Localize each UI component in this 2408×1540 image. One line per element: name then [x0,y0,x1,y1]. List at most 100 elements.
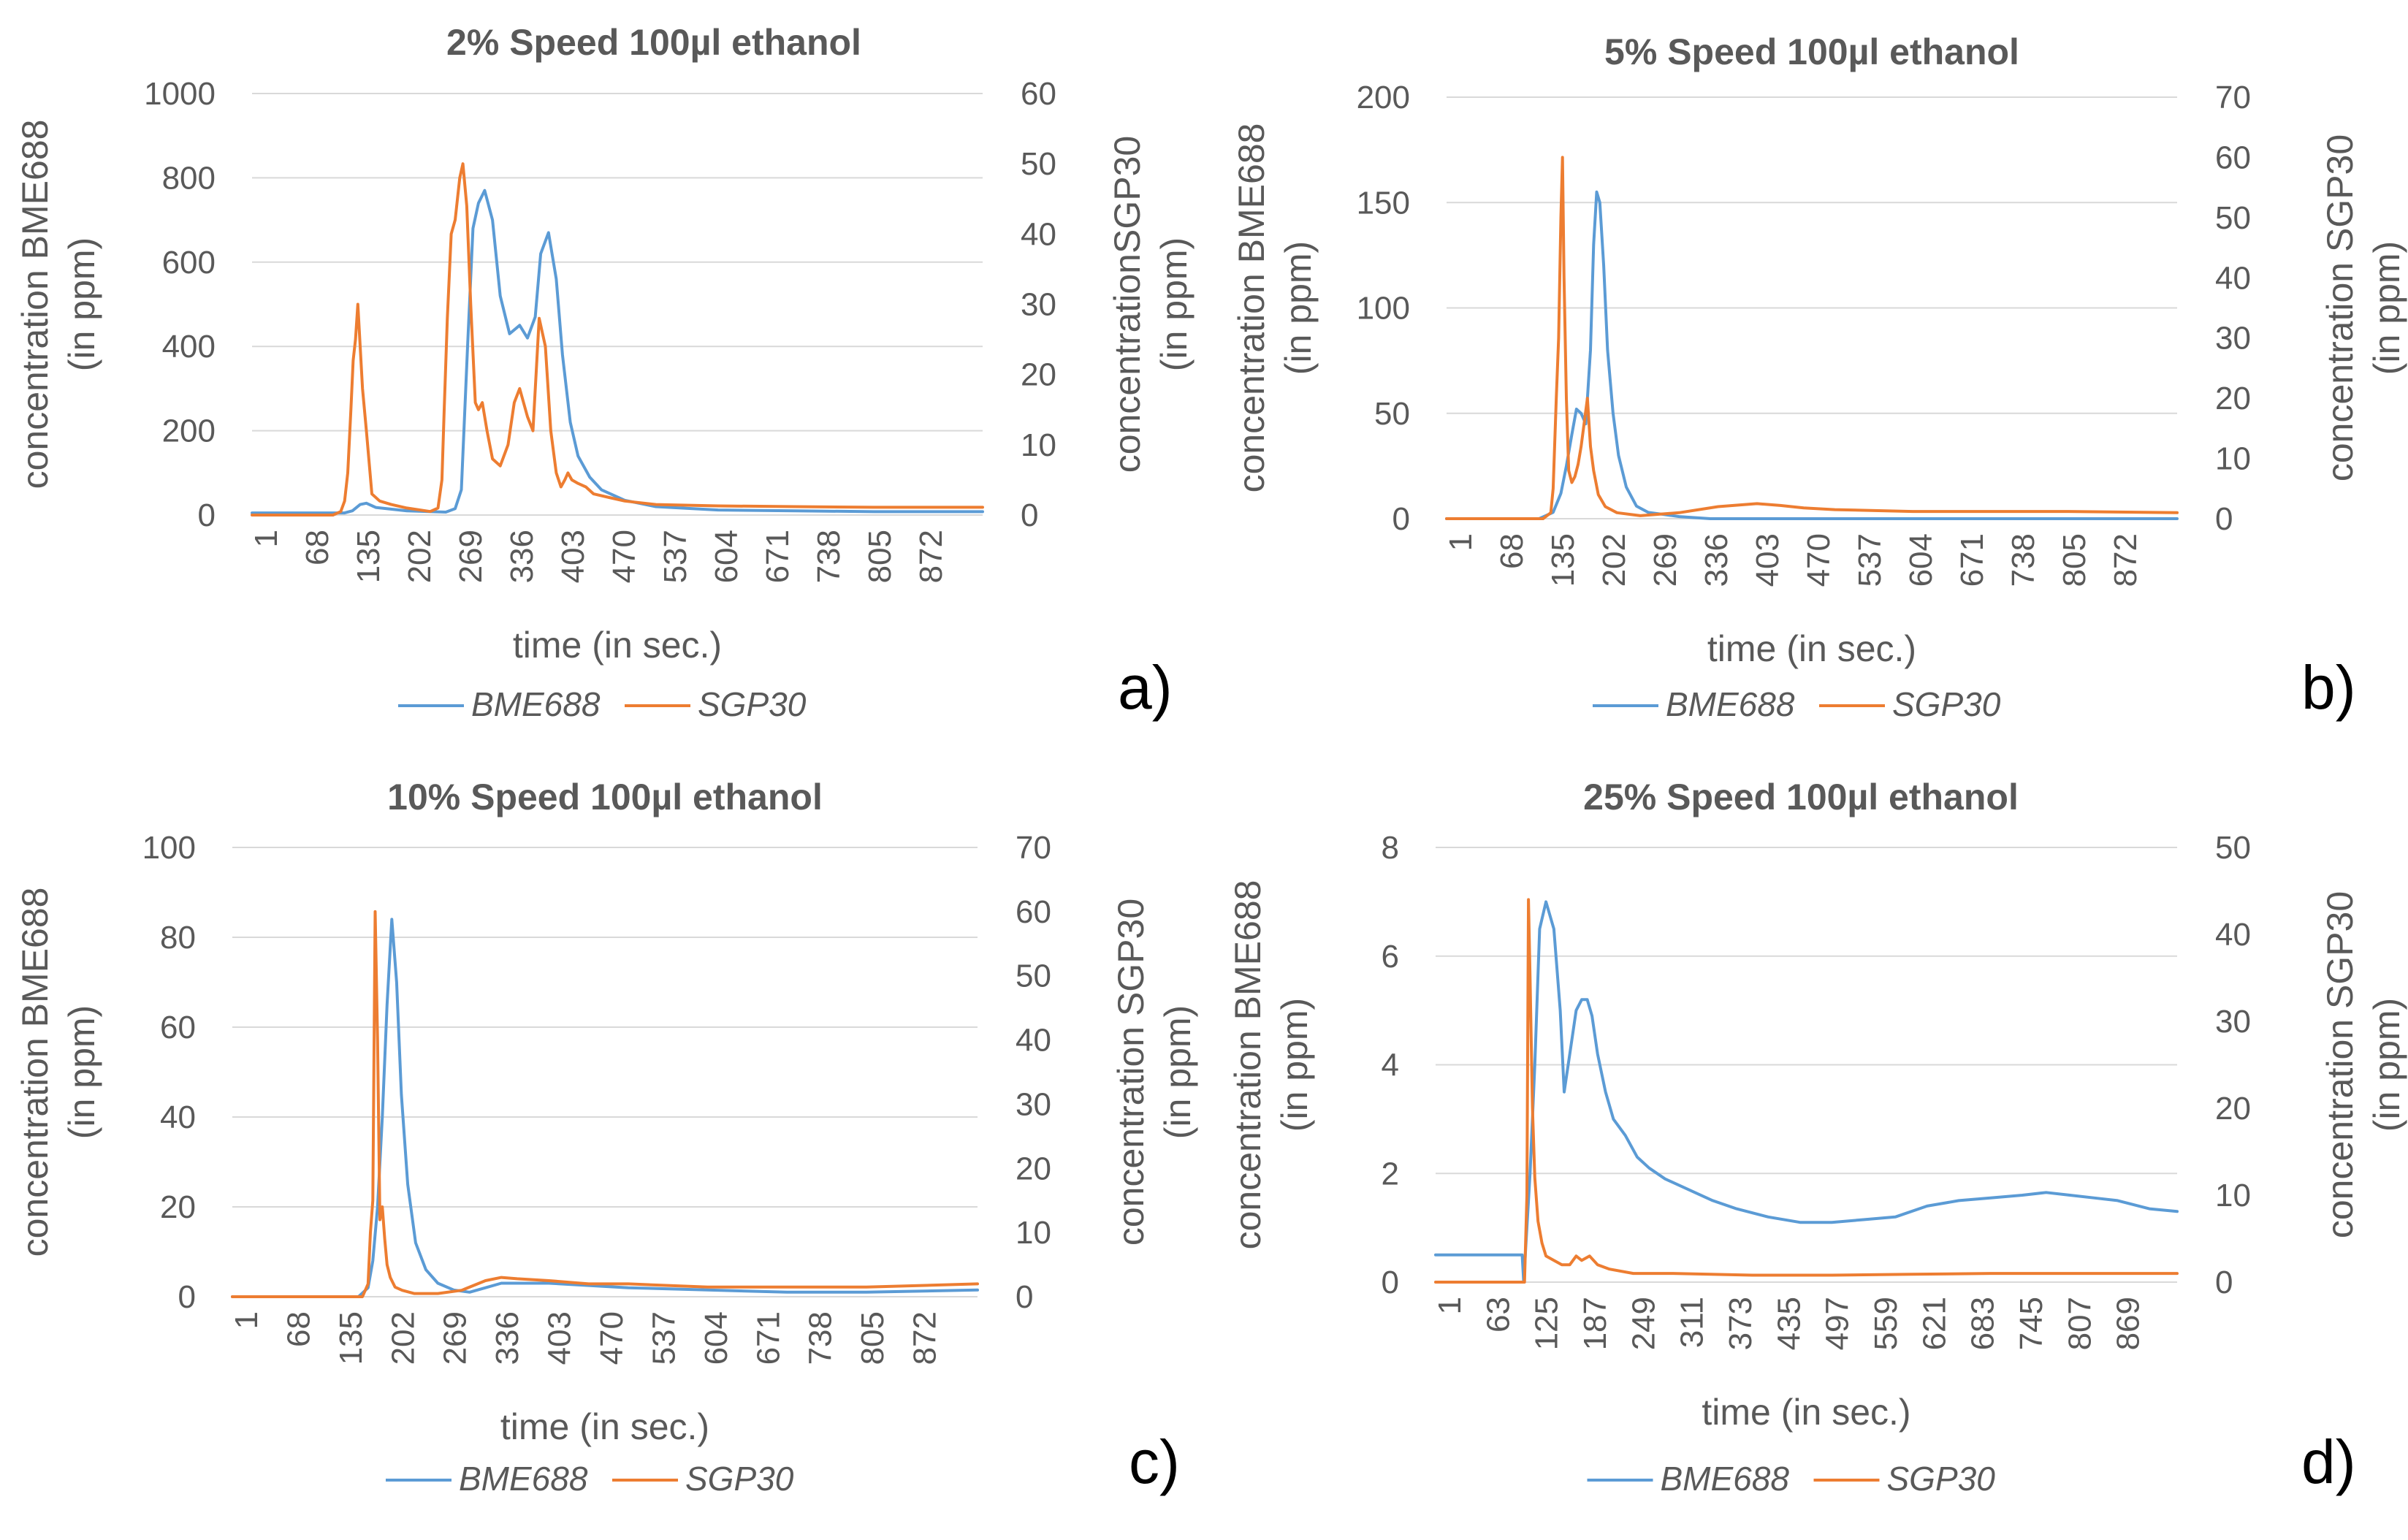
y-right-axis-label-line: concentration SGP30 [2320,134,2361,481]
legend-label-bme688: BME688 [1666,685,1795,723]
y-right-tick-label: 30 [1021,287,1056,323]
y-right-tick-label: 20 [2215,381,2251,416]
y-right-tick-label: 10 [1016,1215,1051,1251]
y-right-tick-label: 40 [2215,260,2251,296]
y-right-axis-label-line: (in ppm) [2366,241,2407,375]
x-axis-label: time (in sec.) [1707,628,1916,669]
x-tick-label: 68 [300,530,335,565]
x-tick-label: 269 [438,1311,473,1365]
legend-label-sgp30: SGP30 [685,1460,794,1498]
x-tick-label: 869 [2111,1297,2146,1350]
x-tick-label: 336 [1699,533,1734,587]
y-right-axis-label-line: concentrationSGP30 [1107,136,1148,473]
series-line-bme688 [1434,900,2179,1284]
y-left-axis-label-line: concentration BME688 [1231,123,1272,493]
x-tick-label: 470 [594,1311,630,1365]
y-right-axis-label: concentration SGP30 (in ppm) [2320,134,2407,481]
y-right-tick-label: 50 [2215,200,2251,236]
y-right-tick-label: 40 [1021,216,1056,252]
panel-label: b) [2301,653,2356,722]
y-right-tick-label: 10 [2215,441,2251,477]
y-right-tick-label: 0 [2215,501,2233,537]
y-right-tick-label: 0 [2215,1265,2233,1300]
x-tick-label: 470 [1801,533,1837,587]
x-axis-label: time (in sec.) [513,625,722,666]
y-left-axis-label-line: concentration BME688 [15,120,56,489]
x-tick-label: 671 [1954,533,1990,587]
x-tick-label: 249 [1626,1297,1661,1350]
x-tick-label: 1 [229,1311,264,1329]
x-axis-label: time (in sec.) [500,1406,709,1447]
y-left-tick-label: 600 [162,245,216,281]
y-left-tick-label: 800 [162,160,216,196]
y-right-tick-label: 40 [1016,1023,1051,1059]
series-line-bme688 [231,918,979,1298]
chart-panel-3: 10% Speed 100µl ethanol 0 20 40 60 80 100 0 10 20… [15,777,1198,1498]
x-tick-label: 671 [750,1311,786,1365]
panel-label: d) [2301,1427,2356,1496]
panel-label: a) [1118,653,1173,722]
series-line-sgp30 [231,910,979,1298]
x-tick-label: 872 [2108,533,2144,587]
x-tick-label: 336 [504,530,540,583]
x-tick-label: 604 [698,1311,734,1365]
x-tick-label: 269 [453,530,489,583]
x-tick-label: 135 [351,530,386,583]
y-right-tick-label: 50 [1021,146,1056,182]
x-tick-label: 470 [606,530,642,583]
x-tick-label: 202 [1596,533,1632,587]
y-left-tick-label: 100 [1357,291,1410,327]
x-tick-label: 497 [1820,1297,1856,1350]
y-left-tick-label: 0 [198,498,216,533]
y-right-tick-label: 30 [2215,1004,2251,1040]
x-tick-label: 537 [1852,533,1888,587]
panel-label: c) [1129,1427,1180,1496]
legend-label-sgp30: SGP30 [1887,1460,1996,1498]
x-tick-label: 671 [760,530,796,583]
y-left-tick-label: 20 [160,1189,196,1225]
legend-label-bme688: BME688 [471,685,601,723]
y-left-axis-label-line: (in ppm) [61,237,102,371]
x-tick-label: 738 [811,530,847,583]
x-tick-label: 68 [1494,533,1530,569]
y-right-axis-label-line: (in ppm) [2366,998,2407,1132]
x-tick-label: 738 [2005,533,2041,587]
y-right-tick-label: 60 [1021,76,1056,112]
x-tick-label: 403 [555,530,591,583]
x-tick-label: 1 [248,530,284,547]
chart-panel-1: 2% Speed 100µl ethanol 0 200 400 600 800 1000 0… [15,22,1195,723]
y-left-tick-label: 150 [1357,185,1410,221]
x-tick-label: 135 [333,1311,369,1365]
x-tick-label: 1 [1443,533,1479,551]
y-right-tick-label: 20 [1016,1151,1051,1186]
chart-title: 5% Speed 100µl ethanol [1604,31,2019,72]
y-left-tick-label: 200 [162,413,216,449]
x-tick-label: 63 [1480,1297,1516,1333]
x-tick-label: 537 [658,530,693,583]
chart-title: 25% Speed 100µl ethanol [1583,777,2019,817]
x-tick-label: 683 [1965,1297,2001,1350]
y-right-tick-label: 60 [2215,140,2251,175]
x-tick-label: 125 [1529,1297,1565,1350]
y-right-axis-label-line: (in ppm) [1154,237,1195,371]
x-tick-label: 187 [1577,1297,1613,1350]
y-left-tick-label: 80 [160,920,196,956]
x-tick-label: 403 [542,1311,578,1365]
x-tick-label: 202 [402,530,438,583]
y-left-tick-label: 1000 [144,76,216,112]
x-tick-label: 311 [1674,1297,1710,1348]
x-tick-label: 738 [803,1311,839,1365]
series-line-sgp30 [1445,156,2179,520]
x-tick-label: 805 [855,1311,891,1365]
y-right-tick-label: 10 [1021,427,1056,463]
y-left-tick-label: 6 [1382,939,1399,975]
y-left-tick-label: 8 [1382,830,1399,866]
x-tick-label: 805 [2057,533,2092,587]
y-left-tick-label: 0 [178,1279,196,1315]
y-right-tick-label: 20 [1021,357,1056,393]
y-right-tick-label: 0 [1016,1279,1033,1315]
y-left-tick-label: 200 [1357,80,1410,115]
x-tick-label: 604 [709,530,744,583]
y-left-axis-label-line: (in ppm) [61,1005,102,1139]
y-left-axis-label-line: (in ppm) [1274,998,1315,1132]
